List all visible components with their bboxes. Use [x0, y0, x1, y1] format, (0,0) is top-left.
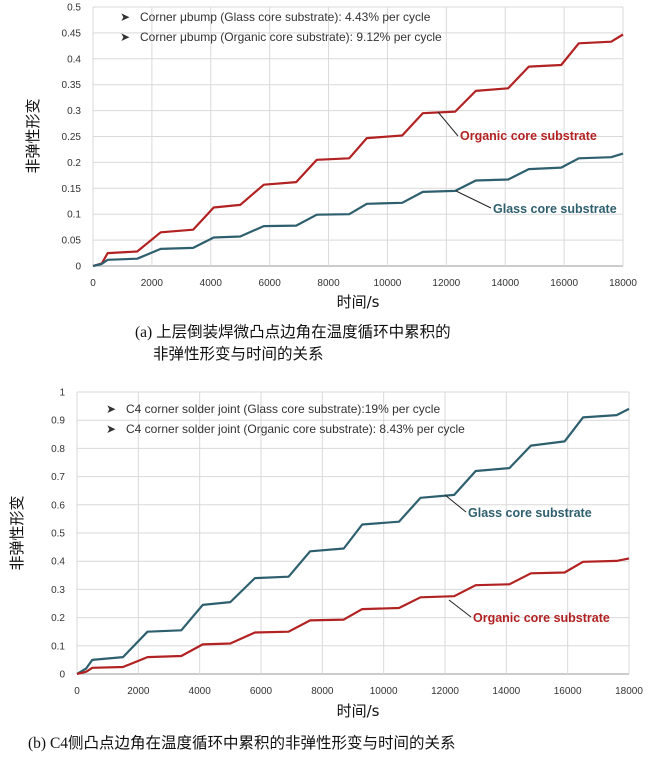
x-tick-label: 6000: [259, 278, 282, 289]
y-tick-label: 0.45: [62, 28, 82, 39]
x-tick-label: 18000: [615, 686, 643, 697]
y-tick-label: 0: [75, 262, 81, 273]
caption-b: (b) C4侧凸点边角在温度循环中累积的非弹性形变与时间的关系: [28, 735, 456, 752]
y-tick-label: 0.1: [51, 641, 65, 652]
y-tick-label: 0.5: [51, 529, 65, 540]
legend-entry: C4 corner solder joint (Organic core sub…: [126, 422, 465, 436]
annotation-pointer: [444, 494, 467, 513]
y-tick-label: 0.35: [62, 80, 82, 91]
annotation-pointer: [448, 599, 472, 618]
y-tick-label: 0: [59, 670, 65, 681]
chart-panel-b: 0 0.1 0.2 0.3 0.4 0.5 0.6 0.7 0.8 0.9 1 0 2000 4000 60…: [8, 388, 643, 721]
x-tick-label: 4000: [189, 686, 212, 697]
x-tick-label: 16000: [554, 686, 582, 697]
series-line-organic-core-substrate: [92, 33, 624, 268]
y-tick-label: 0.5: [67, 3, 81, 14]
y-tick-label: 0.7: [51, 472, 65, 483]
x-tick-label: 2000: [127, 686, 150, 697]
legend-marker-icon: ➤: [106, 402, 116, 416]
series-annotation: Organic core substrate: [460, 129, 597, 143]
y-tick-label: 0.9: [51, 416, 65, 427]
x-tick-label: 16000: [550, 278, 578, 289]
y-tick-label: 0.4: [51, 557, 65, 568]
caption-a-line2: 非弹性形变与时间的关系: [153, 346, 324, 363]
y-tick-label: 0.1: [67, 210, 81, 221]
x-tick-label: 8000: [311, 686, 334, 697]
x-tick-label: 2000: [141, 278, 164, 289]
legend-entry: C4 corner solder joint (Glass core subst…: [126, 402, 440, 416]
annotation-pointer: [455, 190, 492, 209]
x-axis-label: 时间/s: [337, 702, 380, 720]
x-tick-label: 14000: [491, 278, 519, 289]
y-tick-label: 0.8: [51, 444, 65, 455]
y-tick-label: 1: [59, 388, 65, 399]
x-tick-label: 12000: [431, 686, 459, 697]
legend-marker-icon: ➤: [120, 30, 130, 44]
x-tick-label: 8000: [317, 278, 340, 289]
y-tick-label: 0.2: [67, 158, 81, 169]
x-tick-label: 0: [74, 686, 80, 697]
y-tick-label: 0.4: [67, 54, 81, 65]
legend-entry: Corner μbump (Glass core substrate): 4.4…: [140, 10, 431, 24]
x-axis-label: 时间/s: [337, 293, 380, 311]
x-tick-label: 14000: [492, 686, 520, 697]
caption-a-line1: (a) 上层倒装焊微凸点边角在温度循环中累积的: [135, 324, 451, 341]
legend-entry: Corner μbump (Organic core substrate): 9…: [140, 30, 442, 44]
y-axis-label: 非弹性形变: [8, 495, 26, 570]
y-tick-label: 0.2: [51, 613, 65, 624]
series-line-glass-core-substrate: [76, 407, 630, 675]
y-tick-label: 0.25: [62, 132, 82, 143]
series-line-organic-core-substrate: [76, 557, 630, 676]
series-line-glass-core-substrate: [92, 152, 624, 268]
x-tick-label: 18000: [609, 278, 637, 289]
y-tick-label: 0.3: [67, 106, 81, 117]
y-axis-label: 非弹性形变: [24, 98, 42, 173]
y-tick-label: 0.15: [62, 184, 82, 195]
legend-marker-icon: ➤: [120, 10, 130, 24]
series-annotation: Organic core substrate: [473, 611, 610, 625]
x-tick-label: 0: [90, 278, 96, 289]
series-annotation: Glass core substrate: [493, 202, 617, 216]
x-tick-label: 10000: [370, 686, 398, 697]
y-tick-label: 0.05: [62, 236, 82, 247]
y-tick-label: 0.6: [51, 500, 65, 511]
x-tick-label: 12000: [432, 278, 460, 289]
series-annotation: Glass core substrate: [468, 506, 592, 520]
x-tick-label: 10000: [374, 278, 402, 289]
annotation-pointer: [437, 111, 459, 137]
y-tick-label: 0.3: [51, 585, 65, 596]
chart-panel-a: 0 0.05 0.1 0.15 0.2 0.25 0.3 0.35 0.4 0.45 0.5 0 200…: [24, 3, 637, 312]
x-tick-label: 6000: [250, 686, 273, 697]
legend-marker-icon: ➤: [106, 422, 116, 436]
x-tick-label: 4000: [200, 278, 223, 289]
